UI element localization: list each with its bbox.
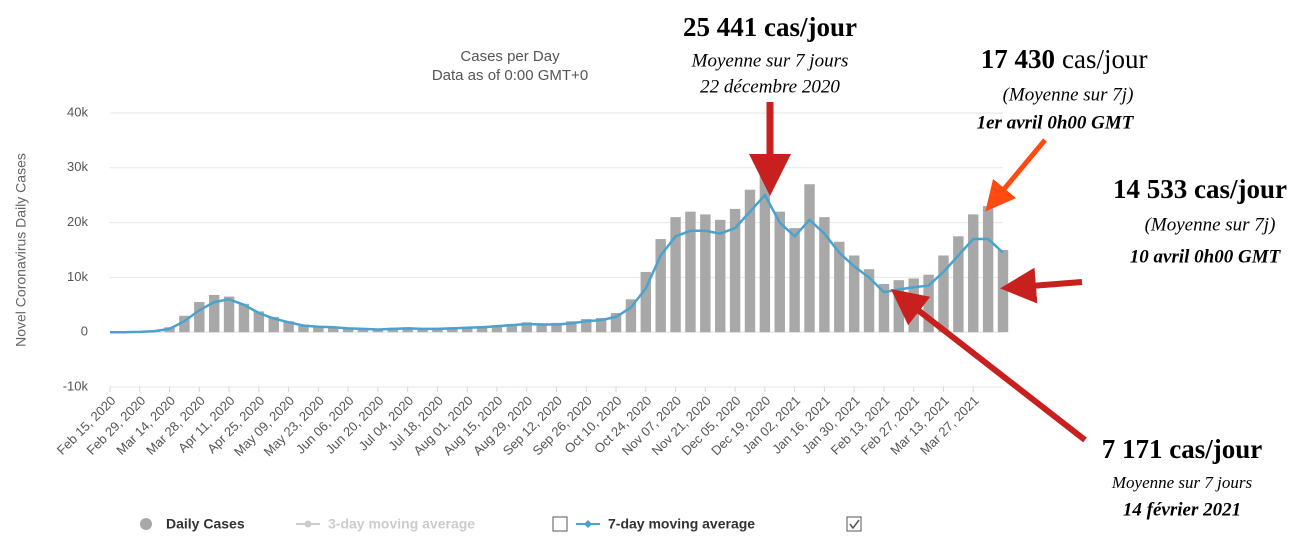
bar xyxy=(238,303,250,333)
bar xyxy=(179,315,190,333)
bar xyxy=(834,241,845,333)
annotation: (Moyenne sur 7j) xyxy=(1003,84,1134,105)
bar xyxy=(625,299,637,333)
bar xyxy=(223,296,235,333)
bar xyxy=(551,322,562,333)
legend-marker xyxy=(140,518,152,530)
bar xyxy=(506,323,518,333)
legend-label[interactable]: 3-day moving average xyxy=(328,516,475,532)
bar xyxy=(759,167,771,333)
y-tick-label: 20k xyxy=(67,214,88,229)
checkbox[interactable] xyxy=(846,516,862,532)
bar xyxy=(402,327,413,333)
line xyxy=(110,193,1004,334)
bar xyxy=(536,323,547,333)
bar xyxy=(878,283,890,333)
bar xyxy=(328,326,339,333)
y-tick-label: -10k xyxy=(63,378,89,393)
arrow xyxy=(985,138,1047,212)
annotation: (Moyenne sur 7j) xyxy=(1145,214,1276,235)
bar xyxy=(744,189,756,333)
arrow xyxy=(890,288,1087,443)
bar xyxy=(432,328,443,333)
checkbox[interactable] xyxy=(552,516,568,532)
bar xyxy=(997,250,1009,333)
annotation: 17 430 xyxy=(981,44,1055,74)
bar xyxy=(342,327,354,333)
checkmark xyxy=(849,519,860,530)
bar xyxy=(938,255,949,333)
bar xyxy=(953,236,964,333)
chart-subtitle: Data as of 0:00 GMT+0 xyxy=(432,67,588,84)
annotation: 14 février 2021 xyxy=(1123,499,1241,520)
legend-marker xyxy=(584,520,592,528)
bar xyxy=(253,311,265,333)
bar xyxy=(729,208,741,333)
bar xyxy=(313,326,324,333)
legend-label[interactable]: 7-day moving average xyxy=(608,516,755,532)
bar xyxy=(848,255,860,333)
y-axis-title: Novel Coronavirus Daily Cases xyxy=(13,153,29,347)
bar xyxy=(194,302,205,333)
bar xyxy=(417,328,428,333)
bar xyxy=(640,271,652,333)
bar xyxy=(685,211,696,333)
annotation: 1er avril 0h00 GMT xyxy=(977,112,1135,133)
annotation: Moyenne sur 7 jours xyxy=(691,50,849,71)
bar xyxy=(268,316,279,333)
bar xyxy=(610,313,622,333)
bar xyxy=(357,328,369,333)
annotation: 22 décembre 2020 xyxy=(700,76,840,97)
annotation: 25 441 cas/jour xyxy=(683,12,857,42)
bar xyxy=(461,326,473,333)
bar xyxy=(700,214,711,333)
annotation: 10 avril 0h00 GMT xyxy=(1130,246,1282,267)
bar xyxy=(655,239,666,333)
arrow xyxy=(1000,267,1083,304)
legend-marker xyxy=(304,520,312,528)
chart-title: Cases per Day xyxy=(460,48,560,65)
y-tick-label: 0 xyxy=(81,324,88,339)
y-tick-label: 40k xyxy=(67,104,88,119)
bar xyxy=(566,321,577,333)
bar xyxy=(447,327,458,333)
bar xyxy=(491,325,503,333)
bar xyxy=(968,214,979,333)
y-tick-label: 30k xyxy=(67,159,88,174)
bar xyxy=(595,317,607,333)
bar xyxy=(208,294,220,333)
annotation: Moyenne sur 7 jours xyxy=(1111,473,1253,492)
bar xyxy=(863,269,875,333)
bar xyxy=(298,324,309,333)
bar xyxy=(476,326,488,333)
bar xyxy=(789,228,800,333)
bar xyxy=(521,322,532,333)
bar xyxy=(804,184,815,333)
annotation: cas/jour xyxy=(1062,44,1147,74)
y-tick-label: 10k xyxy=(67,269,88,284)
bar xyxy=(819,217,830,333)
bar xyxy=(283,321,294,333)
bar xyxy=(715,219,726,333)
bar xyxy=(670,217,681,333)
annotation: 14 533 cas/jour xyxy=(1113,174,1287,204)
legend-label[interactable]: Daily Cases xyxy=(166,516,245,532)
annotation: 7 171 cas/jour xyxy=(1102,434,1263,464)
bar xyxy=(982,206,994,333)
bar xyxy=(774,211,785,333)
bar xyxy=(581,319,592,333)
